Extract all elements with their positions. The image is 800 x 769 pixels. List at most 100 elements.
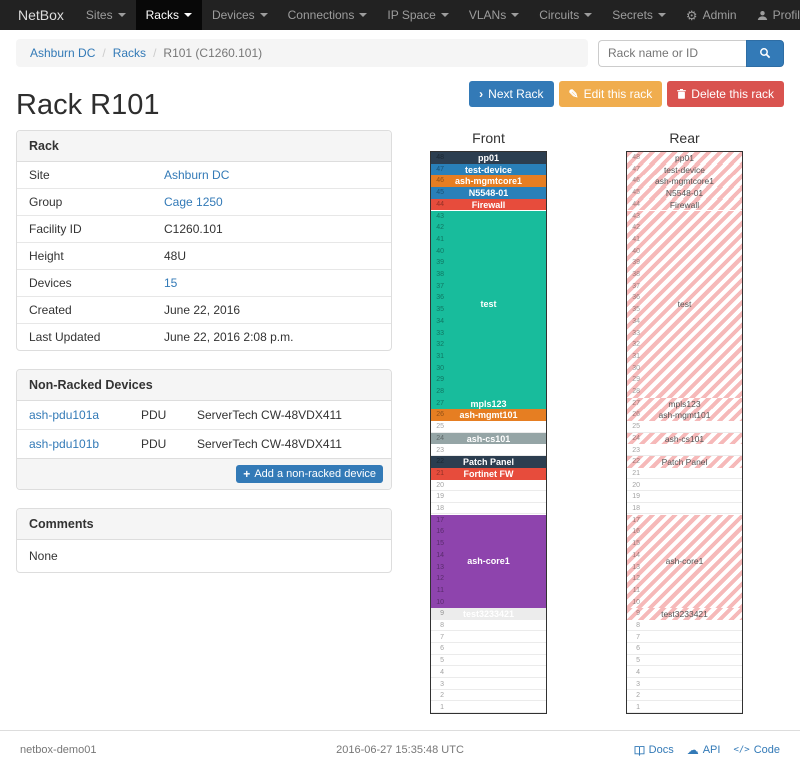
unit-number: 16: [632, 528, 640, 536]
rack-device[interactable]: test3233421: [627, 608, 742, 620]
edit-rack-label: Edit this rack: [583, 87, 653, 101]
nav-item-profile[interactable]: Profile: [747, 0, 800, 30]
rack-device[interactable]: ash-mgmt101: [627, 409, 742, 422]
nav-item-connections[interactable]: Connections: [278, 0, 378, 30]
rack-device[interactable]: ash-mgmtcore1: [627, 175, 742, 188]
breadcrumb-item[interactable]: Ashburn DC: [30, 46, 96, 60]
rack-unit-slot: [627, 666, 742, 678]
unit-number: 38: [632, 271, 640, 278]
unit-number: 40: [632, 247, 640, 255]
unit-number: 7: [440, 633, 444, 641]
unit-number: 47: [436, 165, 444, 173]
rack-unit-slot: [627, 444, 742, 456]
rack-device[interactable]: ash-core1: [627, 514, 742, 609]
unit-number: 8: [636, 622, 640, 629]
rack-device[interactable]: test: [627, 210, 742, 398]
app-brand[interactable]: NetBox: [18, 7, 64, 23]
front-rack-elevation: 48 47 46 45 44 43 42 41 40 39 38 37 36 35 34 33 32 31 30 29…: [430, 151, 547, 714]
unit-number: 21: [436, 469, 444, 477]
table-row: ash-pdu101b PDU ServerTech CW-48VDX411: [17, 429, 391, 458]
docs-link[interactable]: Docs: [634, 744, 674, 756]
rack-device[interactable]: ash-mgmt101: [431, 409, 546, 422]
nav-item-label: Circuits: [539, 8, 580, 22]
rack-device[interactable]: test: [431, 210, 546, 398]
rack-device[interactable]: mpls123: [431, 397, 546, 410]
rack-unit-slot: [431, 655, 546, 667]
rack-device[interactable]: ash-cs101: [627, 432, 742, 445]
rack-unit-slot: [431, 690, 546, 702]
unit-number: 31: [436, 352, 444, 360]
pencil-icon: ✎: [568, 87, 579, 101]
nav-item-admin[interactable]: ⚙ Admin: [676, 0, 747, 30]
book-icon: [634, 745, 645, 756]
next-rack-button[interactable]: › Next Rack: [469, 81, 554, 107]
delete-rack-button[interactable]: Delete this rack: [667, 81, 784, 107]
rack-device[interactable]: mpls123: [627, 397, 742, 410]
chevron-right-icon: ›: [479, 87, 484, 101]
rack-unit-slot: [431, 421, 546, 433]
device-model-cell: ServerTech CW-48VDX411: [197, 408, 342, 422]
code-link[interactable]: </> Code: [733, 744, 780, 756]
attr-label: Last Updated: [17, 323, 152, 350]
nav-item-racks[interactable]: Racks: [135, 0, 202, 30]
nav-item-devices[interactable]: Devices: [202, 0, 278, 30]
unit-number: 43: [632, 212, 640, 220]
nav-item-circuits[interactable]: Circuits: [529, 0, 602, 30]
rack-device[interactable]: test-device: [627, 163, 742, 176]
search-input[interactable]: [598, 39, 746, 67]
unit-number: 34: [436, 317, 444, 325]
rear-rack-elevation: 48 47 46 45 44 43 42 41 40 39 38 37 36 35 34 33 32 31 30 29…: [626, 151, 743, 714]
rack-unit-slot: [431, 666, 546, 678]
unit-number: 30: [436, 364, 444, 372]
nav-item-sites[interactable]: Sites: [76, 0, 136, 30]
rack-device[interactable]: N5548-01: [431, 187, 546, 199]
rack-device[interactable]: pp01: [431, 152, 546, 164]
nav-item-label: IP Space: [387, 8, 436, 22]
rear-elevation-title: Rear: [669, 130, 700, 146]
api-link[interactable]: ☁ API: [687, 744, 721, 756]
rack-device[interactable]: ash-cs101: [431, 432, 546, 445]
rack-device[interactable]: Firewall: [627, 198, 742, 211]
nav-item-label: Devices: [211, 8, 255, 22]
add-nonracked-device-label: Add a non-racked device: [254, 468, 376, 480]
unit-number: 17: [436, 516, 444, 524]
edit-rack-button[interactable]: ✎ Edit this rack: [558, 81, 663, 107]
rack-device[interactable]: ash-core1: [431, 514, 546, 609]
nav-item-secrets[interactable]: Secrets: [602, 0, 676, 30]
code-link-label: Code: [753, 744, 780, 756]
unit-number: 45: [436, 189, 444, 197]
attr-value: June 22, 2016 2:08 p.m.: [152, 323, 391, 350]
search-button[interactable]: [746, 39, 784, 67]
breadcrumb-item[interactable]: Racks: [112, 46, 147, 60]
unit-number: 13: [436, 563, 444, 571]
attr-value: Ashburn DC: [152, 162, 391, 189]
nonracked-panel-title: Non-Racked Devices: [17, 370, 391, 401]
rack-device[interactable]: ash-mgmtcore1: [431, 175, 546, 188]
rack-device[interactable]: Fortinet FW: [431, 467, 546, 480]
device-role-cell: PDU: [129, 429, 185, 458]
device-link[interactable]: ash-pdu101a: [29, 408, 100, 422]
rack-device[interactable]: Patch Panel: [431, 456, 546, 468]
unit-number: 24: [436, 434, 444, 442]
rack-device[interactable]: Patch Panel: [627, 456, 742, 468]
attr-value-link[interactable]: Ashburn DC: [164, 168, 230, 182]
nav-item-vlans[interactable]: VLANs: [459, 0, 529, 30]
chevron-down-icon: [440, 13, 449, 17]
unit-number: 42: [436, 224, 444, 232]
add-nonracked-device-button[interactable]: + Add a non-racked device: [236, 465, 383, 483]
unit-number: 26: [436, 411, 444, 419]
unit-number: 41: [632, 235, 640, 243]
unit-number: 21: [632, 469, 640, 477]
rack-device[interactable]: test-device: [431, 163, 546, 176]
rack-device[interactable]: test3233421: [431, 608, 546, 620]
attr-value-link[interactable]: 15: [164, 276, 178, 290]
unit-number: 22: [436, 458, 444, 466]
device-link[interactable]: ash-pdu101b: [29, 437, 100, 451]
rack-device[interactable]: Firewall: [431, 198, 546, 211]
rack-device[interactable]: pp01: [627, 152, 742, 164]
nav-item-ip-space[interactable]: IP Space: [377, 0, 458, 30]
attr-value-link[interactable]: Cage 1250: [164, 195, 223, 209]
unit-number: 8: [440, 622, 444, 629]
rack-device[interactable]: N5548-01: [627, 187, 742, 199]
rack-unit-slot: [627, 421, 742, 433]
